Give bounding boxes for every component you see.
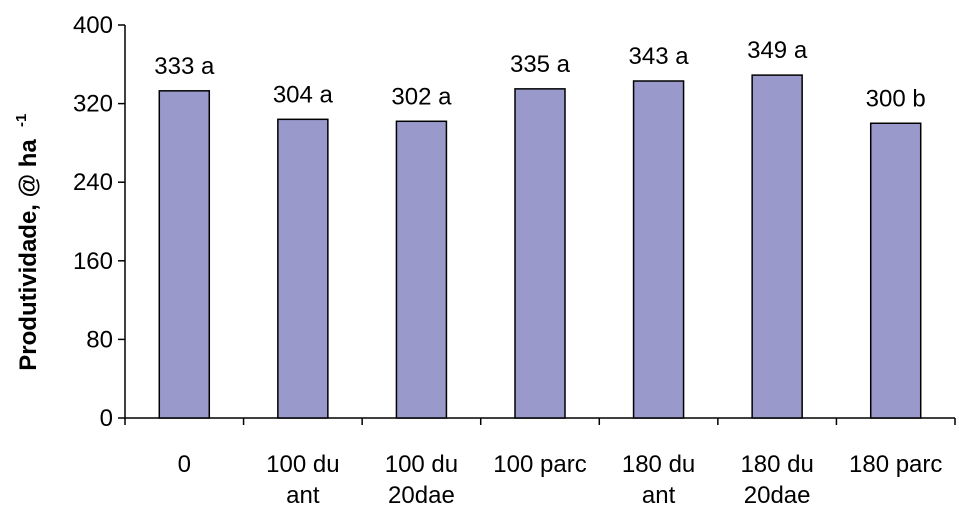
plot-area: 0 80 160 240 320 400 333 a 0 304 a 100 du ant 302 a… — [73, 12, 956, 509]
data-label: 302 a — [391, 83, 452, 110]
x-tick-label: ant — [642, 482, 676, 509]
bar — [632, 80, 685, 419]
y-tick-label: 0 — [100, 405, 113, 432]
y-tick-label: 400 — [73, 12, 113, 39]
x-tick-label: 180 du — [740, 451, 813, 478]
bar — [277, 118, 329, 419]
x-tick-label: 20dae — [388, 482, 455, 509]
y-tick-label: 320 — [73, 91, 113, 118]
bar — [395, 120, 448, 419]
x-tick-label: 0 — [178, 451, 191, 478]
y-tick-label: 160 — [73, 248, 113, 275]
x-tick-label: 180 parc — [849, 451, 942, 478]
data-label: 343 a — [629, 43, 690, 70]
data-label: 304 a — [273, 81, 334, 108]
data-label: 333 a — [154, 53, 215, 80]
x-tick-label: 100 du — [385, 451, 458, 478]
data-label: 300 b — [866, 85, 926, 112]
x-tick-label: 100 du — [266, 451, 339, 478]
y-axis-title-superscript: -1 — [13, 114, 30, 127]
x-tick-label: ant — [286, 482, 320, 509]
y-tick-label: 80 — [86, 326, 113, 353]
data-label: 349 a — [747, 37, 808, 64]
bar — [158, 90, 211, 419]
x-tick-label: 20dae — [744, 482, 811, 509]
x-tick-label: 100 parc — [493, 451, 586, 478]
bar — [514, 88, 566, 419]
bar — [751, 74, 803, 419]
y-tick-label: 240 — [73, 169, 113, 196]
data-label: 335 a — [510, 51, 571, 78]
x-tick-label: 180 du — [622, 451, 695, 478]
y-axis-title: Produtividade, @ ha — [15, 139, 42, 371]
y-axis-title-group: Produtividade, @ ha -1 — [13, 114, 42, 371]
bar — [869, 122, 922, 419]
